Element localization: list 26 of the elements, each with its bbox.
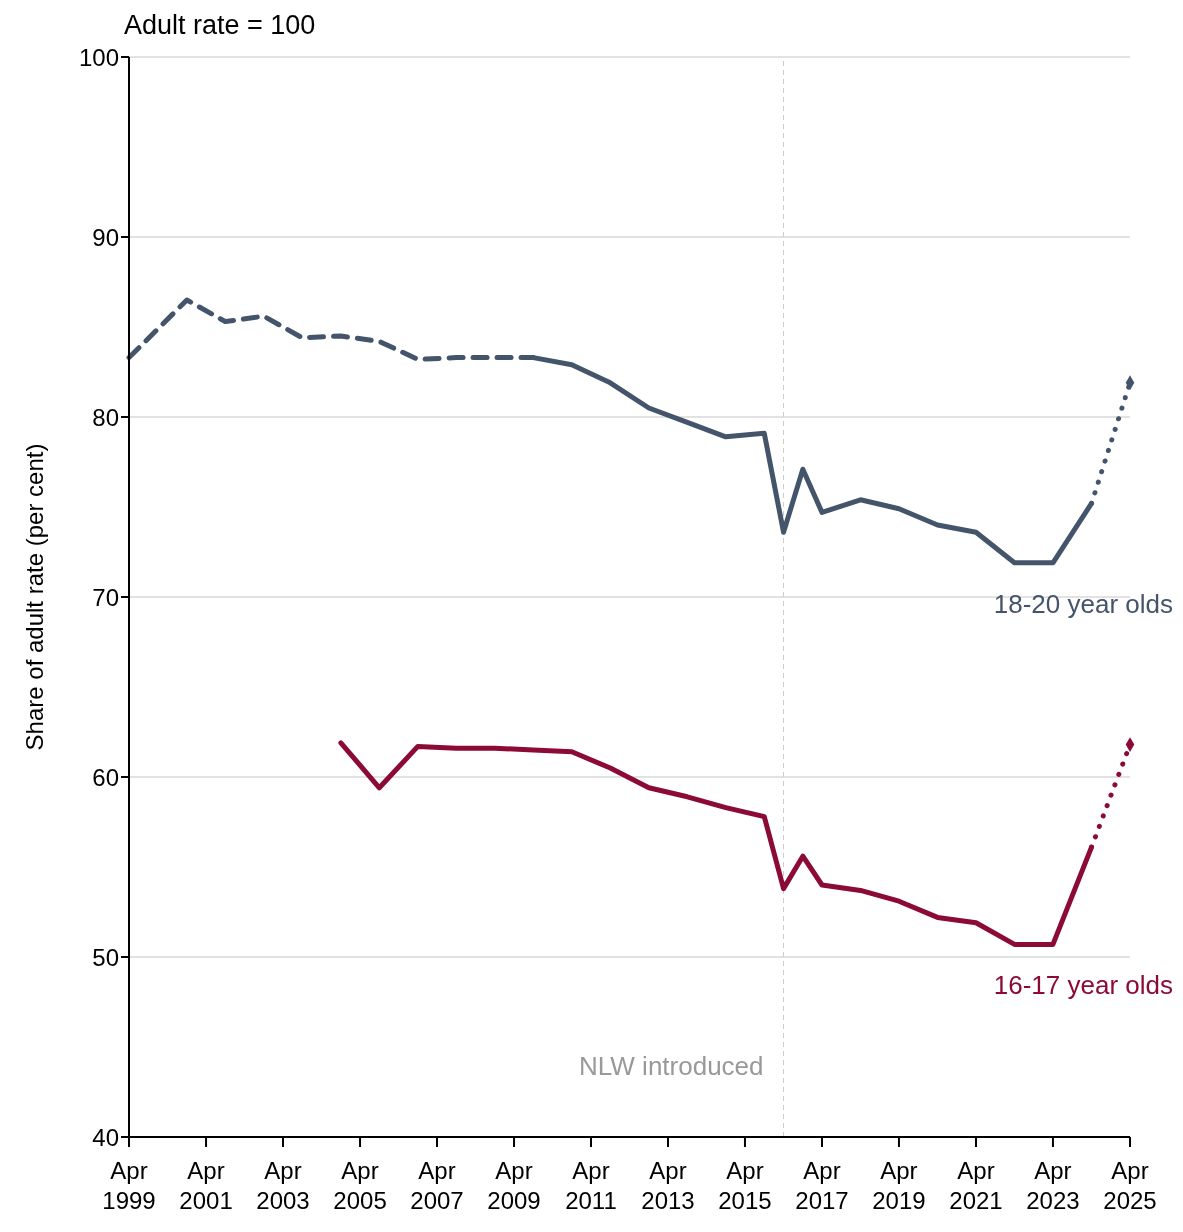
x-tick-label: Apr 2001: [179, 1157, 233, 1214]
x-tick-label: Apr 2007: [410, 1157, 464, 1214]
y-tick-label: 100: [78, 43, 119, 71]
series-label: 16-17 year olds: [993, 970, 1173, 1001]
x-tick-label: Apr 2003: [256, 1157, 310, 1214]
x-tick-label: Apr 2017: [795, 1157, 849, 1214]
y-tick-label: 50: [92, 943, 119, 971]
x-tick-label: Apr 1999: [102, 1157, 156, 1214]
text: Adult rate = 100: [124, 10, 316, 41]
x-tick-label: Apr 2015: [718, 1157, 772, 1214]
y-axis-title: Share of adult rate (per cent): [20, 443, 48, 751]
ref-line-label: NLW introduced: [579, 1051, 764, 1081]
y-tick-label: 40: [92, 1123, 119, 1151]
y-tick-label: 70: [92, 583, 119, 611]
x-tick-label: Apr 2023: [1026, 1157, 1080, 1214]
y-tick-label: 90: [92, 223, 119, 251]
x-tick-label: Apr 2019: [872, 1157, 926, 1214]
y-tick-label: 60: [92, 763, 119, 791]
x-tick-label: Apr 2013: [641, 1157, 695, 1214]
x-tick-label: Apr 2021: [949, 1157, 1003, 1214]
y-tick-label: 80: [92, 403, 119, 431]
x-tick-label: Apr 2009: [487, 1157, 541, 1214]
x-tick-label: Apr 2005: [333, 1157, 387, 1214]
series-label: 18-20 year olds: [993, 588, 1173, 619]
x-tick-label: Apr 2011: [565, 1157, 617, 1214]
x-tick-label: Apr 2025: [1103, 1157, 1157, 1214]
